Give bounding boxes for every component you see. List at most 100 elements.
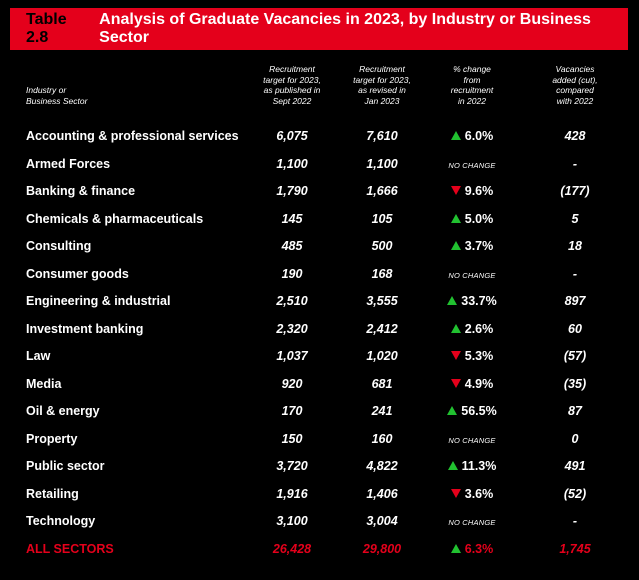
pct-change-cell: NO CHANGE (426, 261, 518, 289)
sector-name: Banking & finance (26, 184, 136, 198)
target-sept-value: 920 (281, 376, 303, 391)
sector-name: Public sector (26, 459, 105, 473)
table-row: Retailing 1,916 1,406 3.6% (52) (10, 481, 628, 509)
header-target-sept-line: as published in (263, 85, 321, 95)
triangle-up-icon (447, 296, 458, 306)
target-jan-value: 168 (371, 266, 393, 281)
target-jan-value: 500 (371, 239, 393, 253)
sector-name: Chemicals & pharmaceuticals (26, 211, 204, 226)
triangle-up-icon (450, 131, 461, 141)
target-jan-value: 681 (371, 376, 393, 391)
table-row: Accounting & professional services 6,075 7… (10, 123, 628, 151)
header-vacancies-line: compared (556, 85, 594, 95)
triangle-up-icon (447, 461, 458, 471)
sector-name: Accounting & professional services (26, 129, 239, 143)
pct-change-cell: 4.9% (426, 371, 518, 399)
header-pct-change-line: in 2022 (458, 95, 486, 106)
triangle-up-icon (450, 213, 461, 223)
vacancies-value: 60 (568, 321, 582, 336)
pct-change-cell: NO CHANGE (426, 151, 518, 179)
target-jan-value: 4,822 (366, 459, 398, 473)
table-row: Oil & energy 170 241 56.5% 87 (10, 398, 628, 426)
pct-change-value: 4.9% (464, 376, 494, 391)
vacancies-value: (52) (563, 486, 587, 501)
vacancies-value: 5 (571, 211, 579, 226)
header-target-jan-line: target for 2023, (353, 74, 411, 85)
target-sept-value: 145 (281, 211, 303, 226)
target-sept-value: 1,037 (276, 349, 308, 363)
sector-name: Law (26, 349, 51, 363)
target-sept-value: 170 (281, 404, 303, 418)
pct-change-cell: 5.0% (426, 206, 518, 234)
triangle-down-icon (450, 378, 461, 388)
header-sector-line: Business Sector (26, 95, 88, 106)
pct-change-cell: 6.3% (426, 536, 518, 564)
triangle-up-icon (450, 543, 461, 553)
triangle-down-icon (450, 186, 461, 196)
header-sector: Industry or Business Sector (26, 85, 87, 106)
target-jan-value: 3,555 (366, 294, 398, 308)
target-sept-value: 2,510 (276, 294, 308, 308)
pct-change-value: 3.7% (464, 239, 494, 253)
target-jan-value: 7,610 (366, 129, 398, 143)
target-jan-value: 241 (371, 404, 393, 418)
target-sept-value: 3,720 (276, 459, 308, 473)
vacancies-value: 428 (564, 129, 586, 143)
pct-change-cell: 9.6% (426, 178, 518, 206)
vacancies-value: 0 (571, 431, 579, 446)
vacancies-value: - (572, 266, 578, 281)
target-sept-value: 6,075 (276, 129, 308, 143)
header-vacancies-line: added (cut), (552, 74, 598, 85)
triangle-down-icon (450, 351, 461, 361)
table-row: Consulting 485 500 3.7% 18 (10, 233, 628, 261)
target-jan-value: 160 (371, 431, 393, 446)
pct-change-value: 5.0% (464, 211, 494, 226)
header-target-jan: Recruitment target for 2023, as revised … (336, 64, 428, 106)
target-jan-value: 1,666 (366, 184, 398, 198)
triangle-down-icon (450, 488, 461, 498)
table-title: Analysis of Graduate Vacancies in 2023, … (99, 11, 591, 46)
target-jan-value: 1,100 (366, 156, 398, 171)
table-row: Engineering & industrial 2,510 3,555 33.7% 8… (10, 288, 628, 316)
header-pct-change: % change from recruitment in 2022 (426, 64, 518, 106)
pct-change-value: 6.3% (464, 541, 494, 556)
pct-change-value: 3.6% (464, 486, 494, 501)
vacancies-value: (35) (563, 376, 587, 391)
sector-name: Consumer goods (26, 266, 129, 281)
target-sept-value: 26,428 (272, 541, 312, 556)
sector-name: Consulting (26, 239, 92, 253)
header-vacancies-line: Vacancies (555, 64, 595, 74)
pct-change-value: 2.6% (464, 321, 494, 336)
vacancies-value: (177) (560, 184, 590, 198)
header-pct-change-line: recruitment (450, 85, 494, 95)
sector-name: Technology (26, 514, 96, 528)
header-target-sept: Recruitment target for 2023, as publishe… (246, 64, 338, 106)
header-target-jan-line: as revised in (358, 85, 406, 95)
pct-change-cell: 33.7% (426, 288, 518, 316)
table-row: Media 920 681 4.9% (35) (10, 371, 628, 399)
vacancies-value: 18 (568, 239, 582, 253)
target-sept-value: 1,100 (276, 156, 308, 171)
pct-change-cell: 3.6% (426, 481, 518, 509)
target-jan-value: 1,406 (366, 486, 398, 501)
vacancies-value: 87 (568, 404, 582, 418)
target-sept-value: 190 (281, 266, 303, 281)
sector-name: Retailing (26, 486, 79, 501)
target-jan-value: 3,004 (366, 514, 398, 528)
pct-change-value: 56.5% (461, 404, 497, 418)
header-pct-change-line: % change (453, 64, 491, 74)
table-title-bar: Table 2.8 Analysis of Graduate Vacancies… (10, 8, 628, 50)
pct-change-cell: 3.7% (426, 233, 518, 261)
target-sept-value: 1,916 (276, 486, 308, 501)
target-sept-value: 485 (281, 239, 303, 253)
pct-change-value: 33.7% (461, 294, 497, 308)
no-change-label: NO CHANGE (448, 160, 496, 170)
vacancies-value: 491 (564, 459, 586, 473)
pct-change-cell: 56.5% (426, 398, 518, 426)
vacancies-value: - (572, 156, 578, 171)
pct-change-cell: NO CHANGE (426, 426, 518, 454)
vacancies-value: - (572, 514, 578, 528)
header-target-jan-line: Recruitment (359, 64, 405, 74)
target-sept-value: 2,320 (276, 321, 308, 336)
header-vacancies-line: with 2022 (556, 95, 594, 106)
